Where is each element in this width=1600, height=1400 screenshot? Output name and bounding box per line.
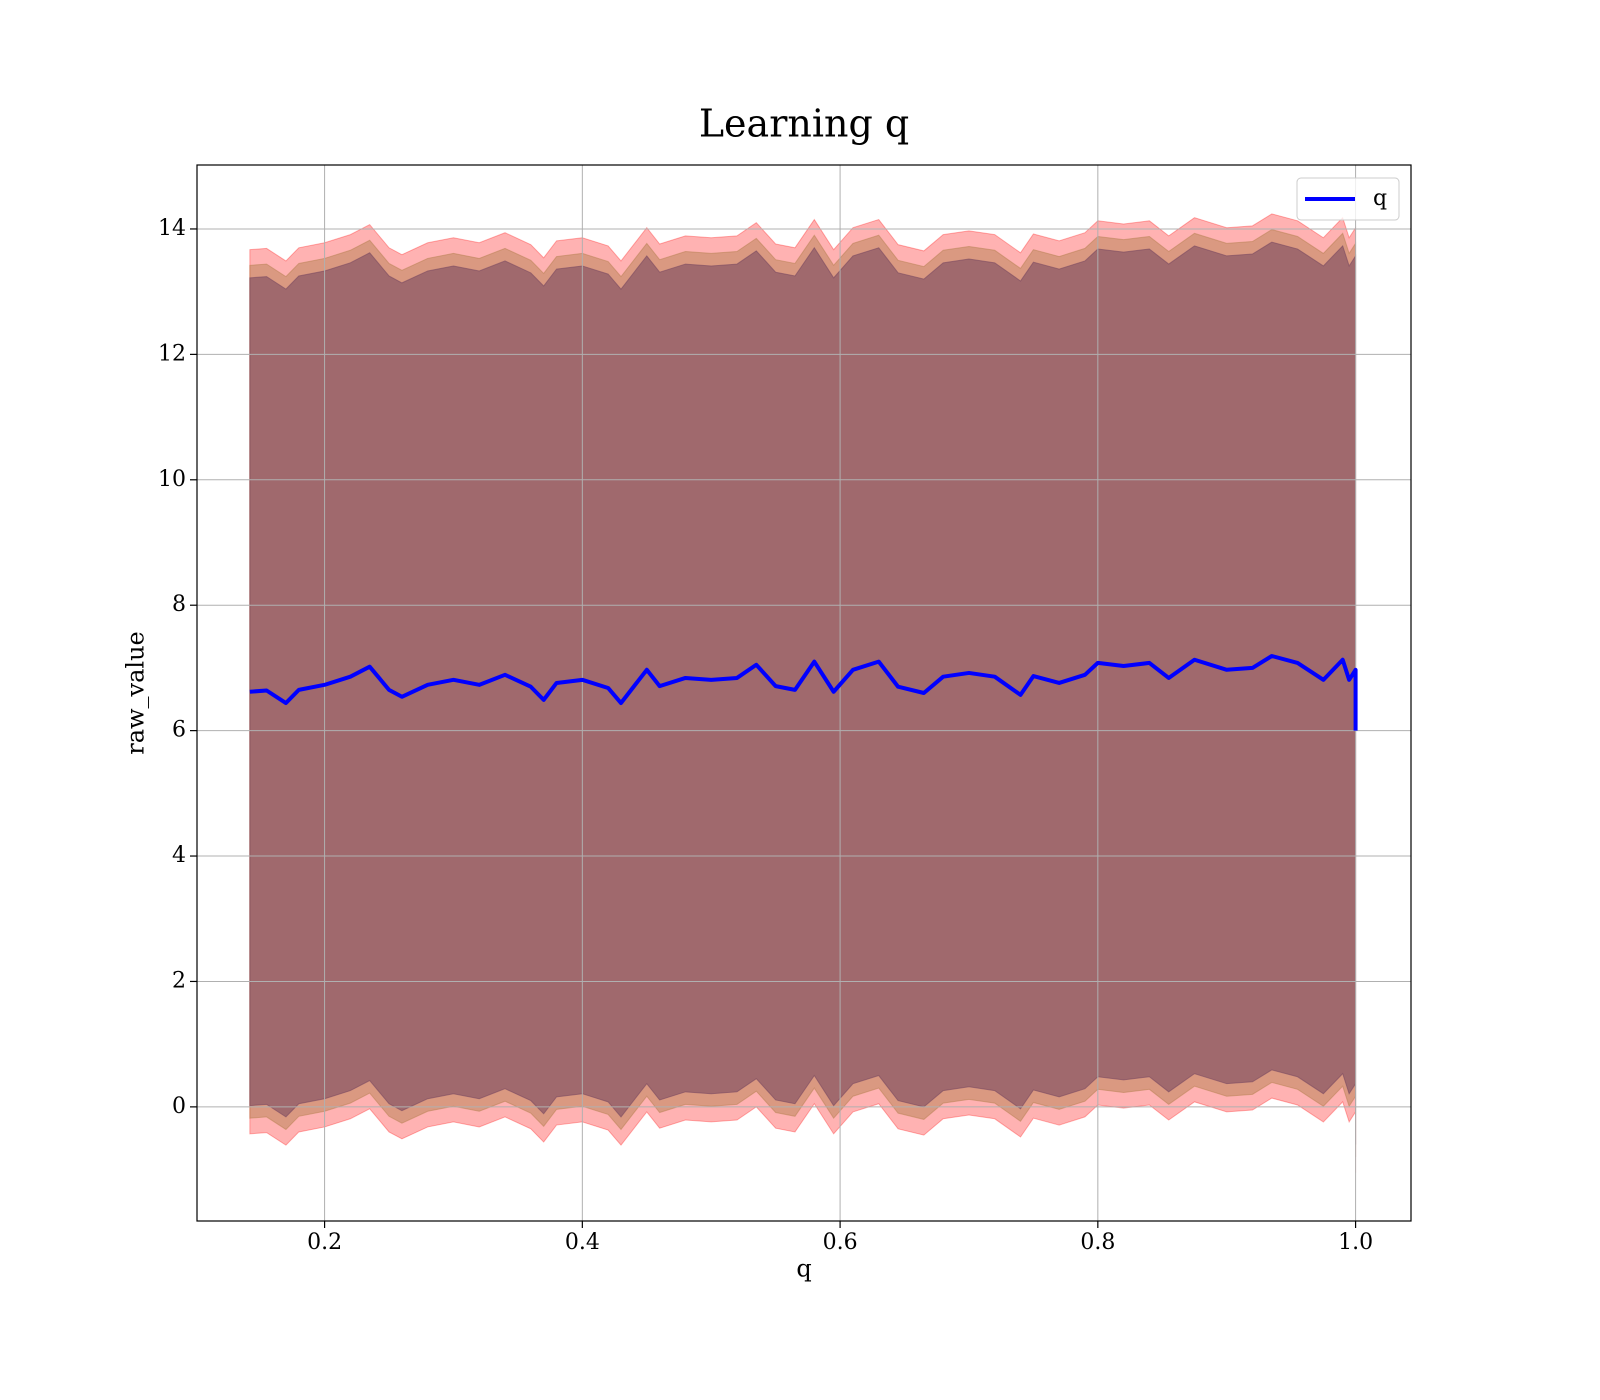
y-tick-label: 6: [172, 718, 186, 743]
chart-title: Learning q: [699, 102, 909, 146]
y-tick-label: 12: [158, 341, 186, 366]
confidence-band: [249, 241, 1357, 1145]
y-tick-label: 10: [158, 467, 186, 492]
y-tick-label: 0: [172, 1094, 186, 1119]
x-tick-label: 0.4: [565, 1230, 600, 1255]
x-axis-label: q: [796, 1255, 811, 1283]
x-tick-label: 0.6: [823, 1230, 858, 1255]
x-tick-label: 0.8: [1080, 1230, 1115, 1255]
legend-label: q: [1373, 186, 1387, 211]
x-tick-label: 1.0: [1338, 1230, 1373, 1255]
y-tick-label: 14: [158, 216, 186, 241]
y-tick-label: 8: [172, 592, 186, 617]
x-tick-label: 0.2: [307, 1230, 342, 1255]
y-axis-label: raw_value: [122, 631, 150, 755]
data-line: [249, 654, 1358, 731]
y-tick-label: 2: [172, 968, 186, 993]
y-tick-label: 4: [172, 843, 186, 868]
plot-frame: [196, 164, 1412, 1222]
